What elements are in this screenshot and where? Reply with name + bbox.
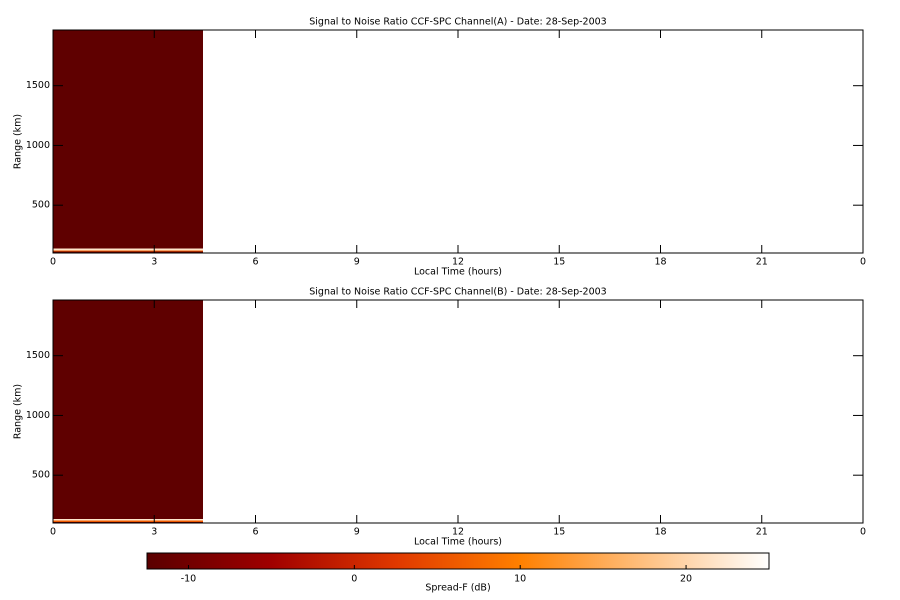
chart-title: Signal to Noise Ratio CCF-SPC Channel(B)… bbox=[309, 287, 606, 298]
x-tick-label: 18 bbox=[654, 257, 666, 268]
y-tick-label: 1500 bbox=[26, 80, 50, 91]
y-tick-label: 500 bbox=[32, 470, 50, 481]
x-tick-label: 0 bbox=[860, 527, 866, 538]
colorbar-label: Spread-F (dB) bbox=[425, 583, 490, 594]
x-tick-label: 12 bbox=[452, 257, 464, 268]
colorbar-tick-label: 20 bbox=[680, 574, 692, 585]
x-tick-label: 0 bbox=[50, 257, 56, 268]
heatmap-cell bbox=[53, 518, 203, 521]
y-axis-label: Range (km) bbox=[13, 114, 24, 169]
y-tick-label: 1000 bbox=[26, 140, 50, 151]
heatmap-cell bbox=[53, 248, 203, 251]
x-tick-label: 12 bbox=[452, 527, 464, 538]
x-tick-label: 9 bbox=[354, 257, 360, 268]
x-tick-label: 15 bbox=[553, 527, 565, 538]
heatmap-cell bbox=[53, 250, 203, 252]
x-tick-label: 6 bbox=[252, 527, 258, 538]
x-tick-label: 0 bbox=[860, 257, 866, 268]
heatmap-cell bbox=[53, 251, 203, 254]
colorbar bbox=[146, 552, 770, 570]
chart-title: Signal to Noise Ratio CCF-SPC Channel(A)… bbox=[309, 17, 606, 28]
y-tick-label: 500 bbox=[32, 200, 50, 211]
x-axis-label: Local Time (hours) bbox=[414, 537, 502, 548]
y-axis-label: Range (km) bbox=[13, 384, 24, 439]
x-tick-label: 15 bbox=[553, 257, 565, 268]
heatmap-cell bbox=[53, 30, 203, 249]
x-tick-label: 3 bbox=[151, 527, 157, 538]
y-tick-label: 1000 bbox=[26, 410, 50, 421]
x-tick-label: 21 bbox=[756, 257, 768, 268]
heatmap-cell bbox=[53, 521, 203, 524]
y-tick-label: 1500 bbox=[26, 350, 50, 361]
x-tick-label: 6 bbox=[252, 257, 258, 268]
x-tick-label: 3 bbox=[151, 257, 157, 268]
x-axis-label: Local Time (hours) bbox=[414, 267, 502, 278]
colorbar-tick-label: 10 bbox=[514, 574, 526, 585]
colorbar-tick-label: 0 bbox=[351, 574, 357, 585]
x-tick-label: 0 bbox=[50, 527, 56, 538]
x-tick-label: 21 bbox=[756, 527, 768, 538]
x-tick-label: 18 bbox=[654, 527, 666, 538]
heatmap-cell bbox=[53, 520, 203, 522]
heatmap-cell bbox=[53, 300, 203, 520]
x-tick-label: 9 bbox=[354, 527, 360, 538]
colorbar-tick-label: -10 bbox=[181, 574, 197, 585]
